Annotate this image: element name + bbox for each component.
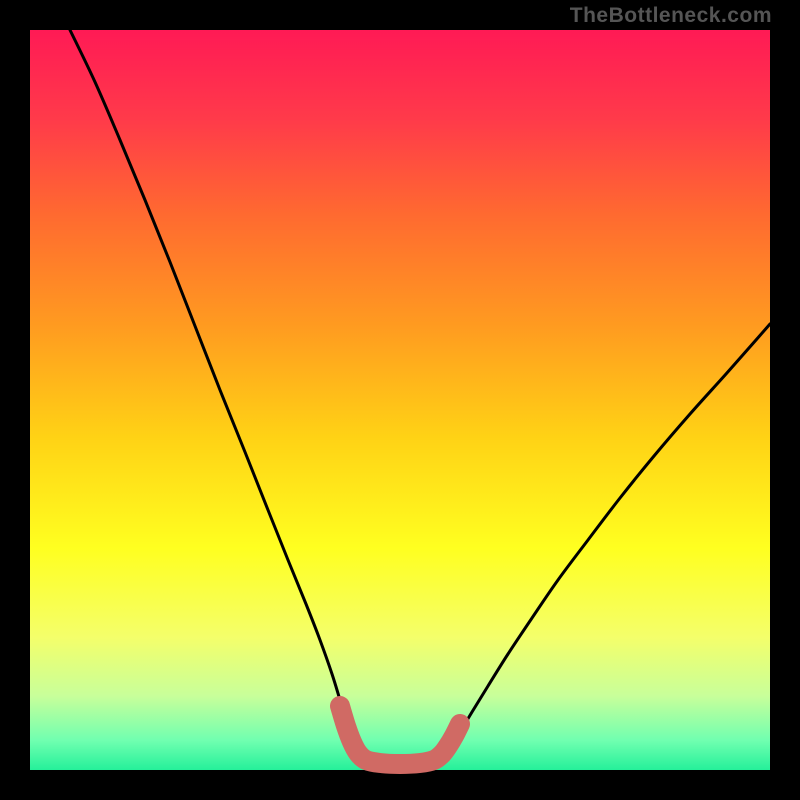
chart-root: TheBottleneck.com <box>0 0 800 800</box>
watermark-text: TheBottleneck.com <box>570 4 772 28</box>
plot-area <box>30 30 770 770</box>
